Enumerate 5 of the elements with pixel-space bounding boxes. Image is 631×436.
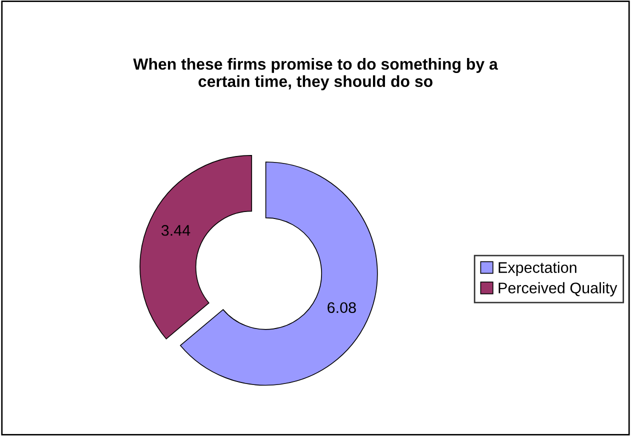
- data-label: 6.08: [328, 302, 356, 314]
- chart-title: When these firms promise to do something by a certain time, they should do so: [133, 58, 498, 90]
- legend-label: Perceived Quality: [498, 282, 618, 296]
- legend-label: Expectation: [498, 262, 576, 276]
- data-label: 3.44: [161, 224, 190, 236]
